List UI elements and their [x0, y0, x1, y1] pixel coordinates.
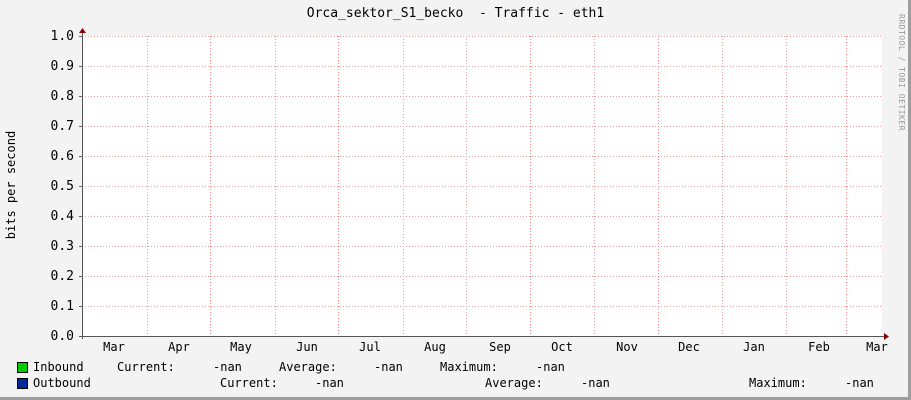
legend-outbound-name: Outbound: [33, 376, 91, 390]
legend-inbound-average-label: Average:: [279, 360, 337, 374]
legend-inbound-maximum: -nan: [536, 360, 565, 374]
legend-outbound-average: -nan: [581, 376, 610, 390]
legend-outbound-maximum: -nan: [845, 376, 874, 390]
chart-title: Orca_sektor_S1_becko - Traffic - eth1: [306, 6, 605, 21]
x-tick-label: Mar: [866, 340, 888, 354]
y-tick-label: 0.1: [51, 299, 74, 314]
y-tick-label: 0.9: [51, 59, 74, 74]
x-tick-label: Sep: [489, 340, 511, 354]
x-axis-arrow: [884, 333, 889, 340]
y-tick-label: 0.5: [51, 179, 74, 194]
x-tick-label: Feb: [808, 340, 830, 354]
x-tick-label: Aug: [424, 340, 446, 354]
x-tick-label: May: [230, 340, 252, 354]
x-tick-label: Nov: [616, 340, 638, 354]
watermark: RRDTOOL / TOBI OETIKER: [897, 14, 906, 131]
x-tick-label: Apr: [168, 340, 190, 354]
y-tick-label: 1.0: [51, 29, 74, 44]
x-tick-label: Dec: [678, 340, 700, 354]
x-tick-label: Oct: [551, 340, 573, 354]
y-tick-label: 0.3: [51, 239, 74, 254]
y-tick-label: 0.2: [51, 269, 74, 284]
y-tick-label: 0.8: [51, 89, 74, 104]
legend-outbound-average-label: Average:: [485, 376, 543, 390]
legend-outbound-current: -nan: [315, 376, 344, 390]
x-tick-label: Mar: [103, 340, 125, 354]
x-tick-label: Jun: [296, 340, 318, 354]
legend-inbound-current: -nan: [213, 360, 242, 374]
legend-inbound-name: Inbound: [33, 360, 84, 374]
x-tick-label: Jan: [743, 340, 765, 354]
legend-inbound-maximum-label: Maximum:: [440, 360, 498, 374]
legend-inbound-average: -nan: [374, 360, 403, 374]
legend-outbound-current-label: Current:: [220, 376, 278, 390]
y-tick-label: 0.4: [51, 209, 75, 224]
inbound-swatch: [17, 362, 28, 373]
y-axis-arrow: [79, 28, 86, 33]
y-tick-label: 0.0: [51, 329, 74, 344]
legend-outbound-maximum-label: Maximum:: [749, 376, 807, 390]
x-tick-label: Jul: [359, 340, 381, 354]
y-tick-label: 0.7: [51, 119, 74, 134]
legend-inbound-current-label: Current:: [117, 360, 175, 374]
y-tick-label: 0.6: [51, 149, 74, 164]
outbound-swatch: [17, 378, 28, 389]
